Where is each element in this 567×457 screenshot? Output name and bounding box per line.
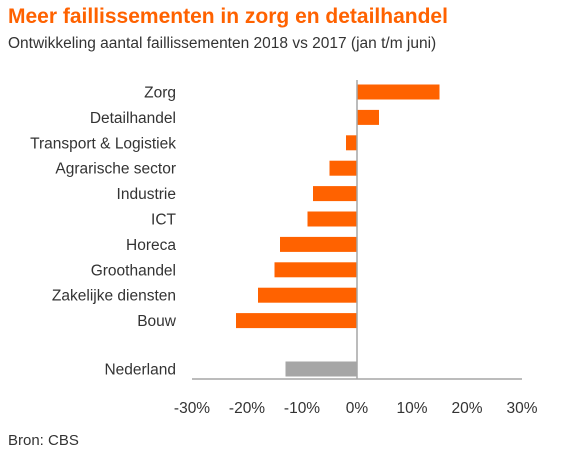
bars-layer [236,84,440,377]
x-tick-label: 20% [451,400,482,417]
chart-title: Meer faillissementen in zorg en detailha… [8,5,448,28]
bar-groothandel [274,262,357,278]
chart-subtitle: Ontwikkeling aantal faillissementen 2018… [8,35,437,52]
category-label-agrarische-sector: Agrarische sector [55,161,176,178]
category-label-horeca: Horeca [126,237,176,254]
category-label-nederland: Nederland [104,362,176,379]
bar-transport-and-logistiek [346,135,357,151]
bar-zorg [357,84,440,100]
bar-nederland [285,361,357,377]
category-label-zakelijke-diensten: Zakelijke diensten [52,288,176,305]
category-label-transport-and-logistiek: Transport & Logistiek [30,135,176,152]
category-label-detailhandel: Detailhandel [90,110,176,127]
category-label-ict: ICT [151,212,177,229]
bar-ict [307,211,357,227]
category-labels-layer: Zorg Detailhandel Transport & Logistiek Agr… [30,85,177,379]
category-label-zorg: Zorg [144,85,176,102]
bar-bouw [236,313,357,329]
axis-layer: -30% -20% -10% 0% 10% 20% 30% [174,80,538,417]
x-tick-label: 0% [346,400,369,417]
bar-zakelijke-diensten [258,287,357,303]
bar-agrarische-sector [329,160,357,176]
x-tick-label: 10% [396,400,427,417]
source-note: Bron: CBS [8,432,79,449]
bar-industrie [313,186,357,202]
bar-horeca [280,236,357,252]
x-tick-label: 30% [506,400,537,417]
bar-detailhandel [357,109,379,125]
x-tick-label: -10% [284,400,320,417]
x-tick-label: -30% [174,400,210,417]
category-label-bouw: Bouw [137,313,177,330]
category-label-industrie: Industrie [117,186,176,203]
x-tick-label: -20% [229,400,265,417]
category-label-groothandel: Groothandel [91,262,176,279]
